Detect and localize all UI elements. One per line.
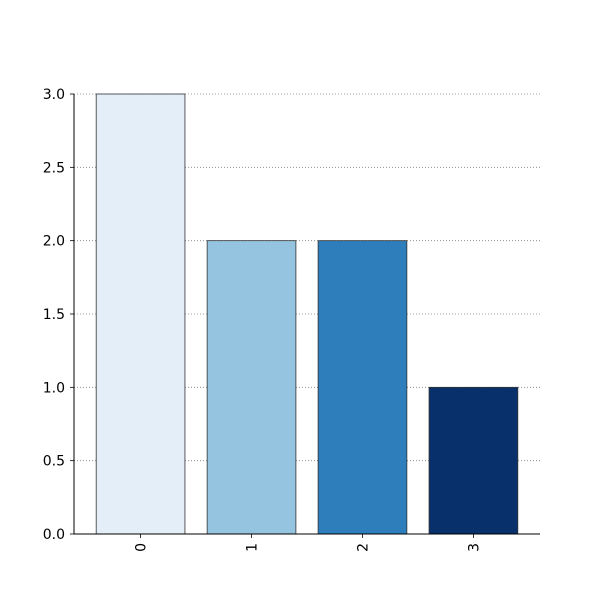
y-tick-label: 0.0 (43, 527, 65, 543)
bar-0 (95, 93, 186, 535)
y-tick-label: 2.5 (43, 160, 65, 176)
bar-3 (428, 386, 519, 535)
y-tick-label: 1.5 (43, 307, 65, 323)
y-tick-label: 2.0 (43, 234, 65, 250)
x-tick-label: 3 (466, 543, 482, 552)
bar-2 (317, 240, 408, 535)
y-axis-ticks: 0.0 0.5 1.0 1.5 2.0 2.5 3.0 (43, 87, 74, 543)
y-tick-label: 1.0 (43, 380, 65, 396)
x-tick-label: 0 (134, 543, 150, 552)
bar-1 (206, 240, 297, 535)
bars (95, 93, 519, 535)
x-tick-label: 2 (355, 543, 371, 552)
x-axis-ticks: 0 1 2 3 (134, 534, 482, 552)
y-tick-label: 0.5 (43, 454, 65, 470)
y-tick-label: 3.0 (43, 87, 65, 103)
x-tick-label: 1 (245, 543, 261, 552)
